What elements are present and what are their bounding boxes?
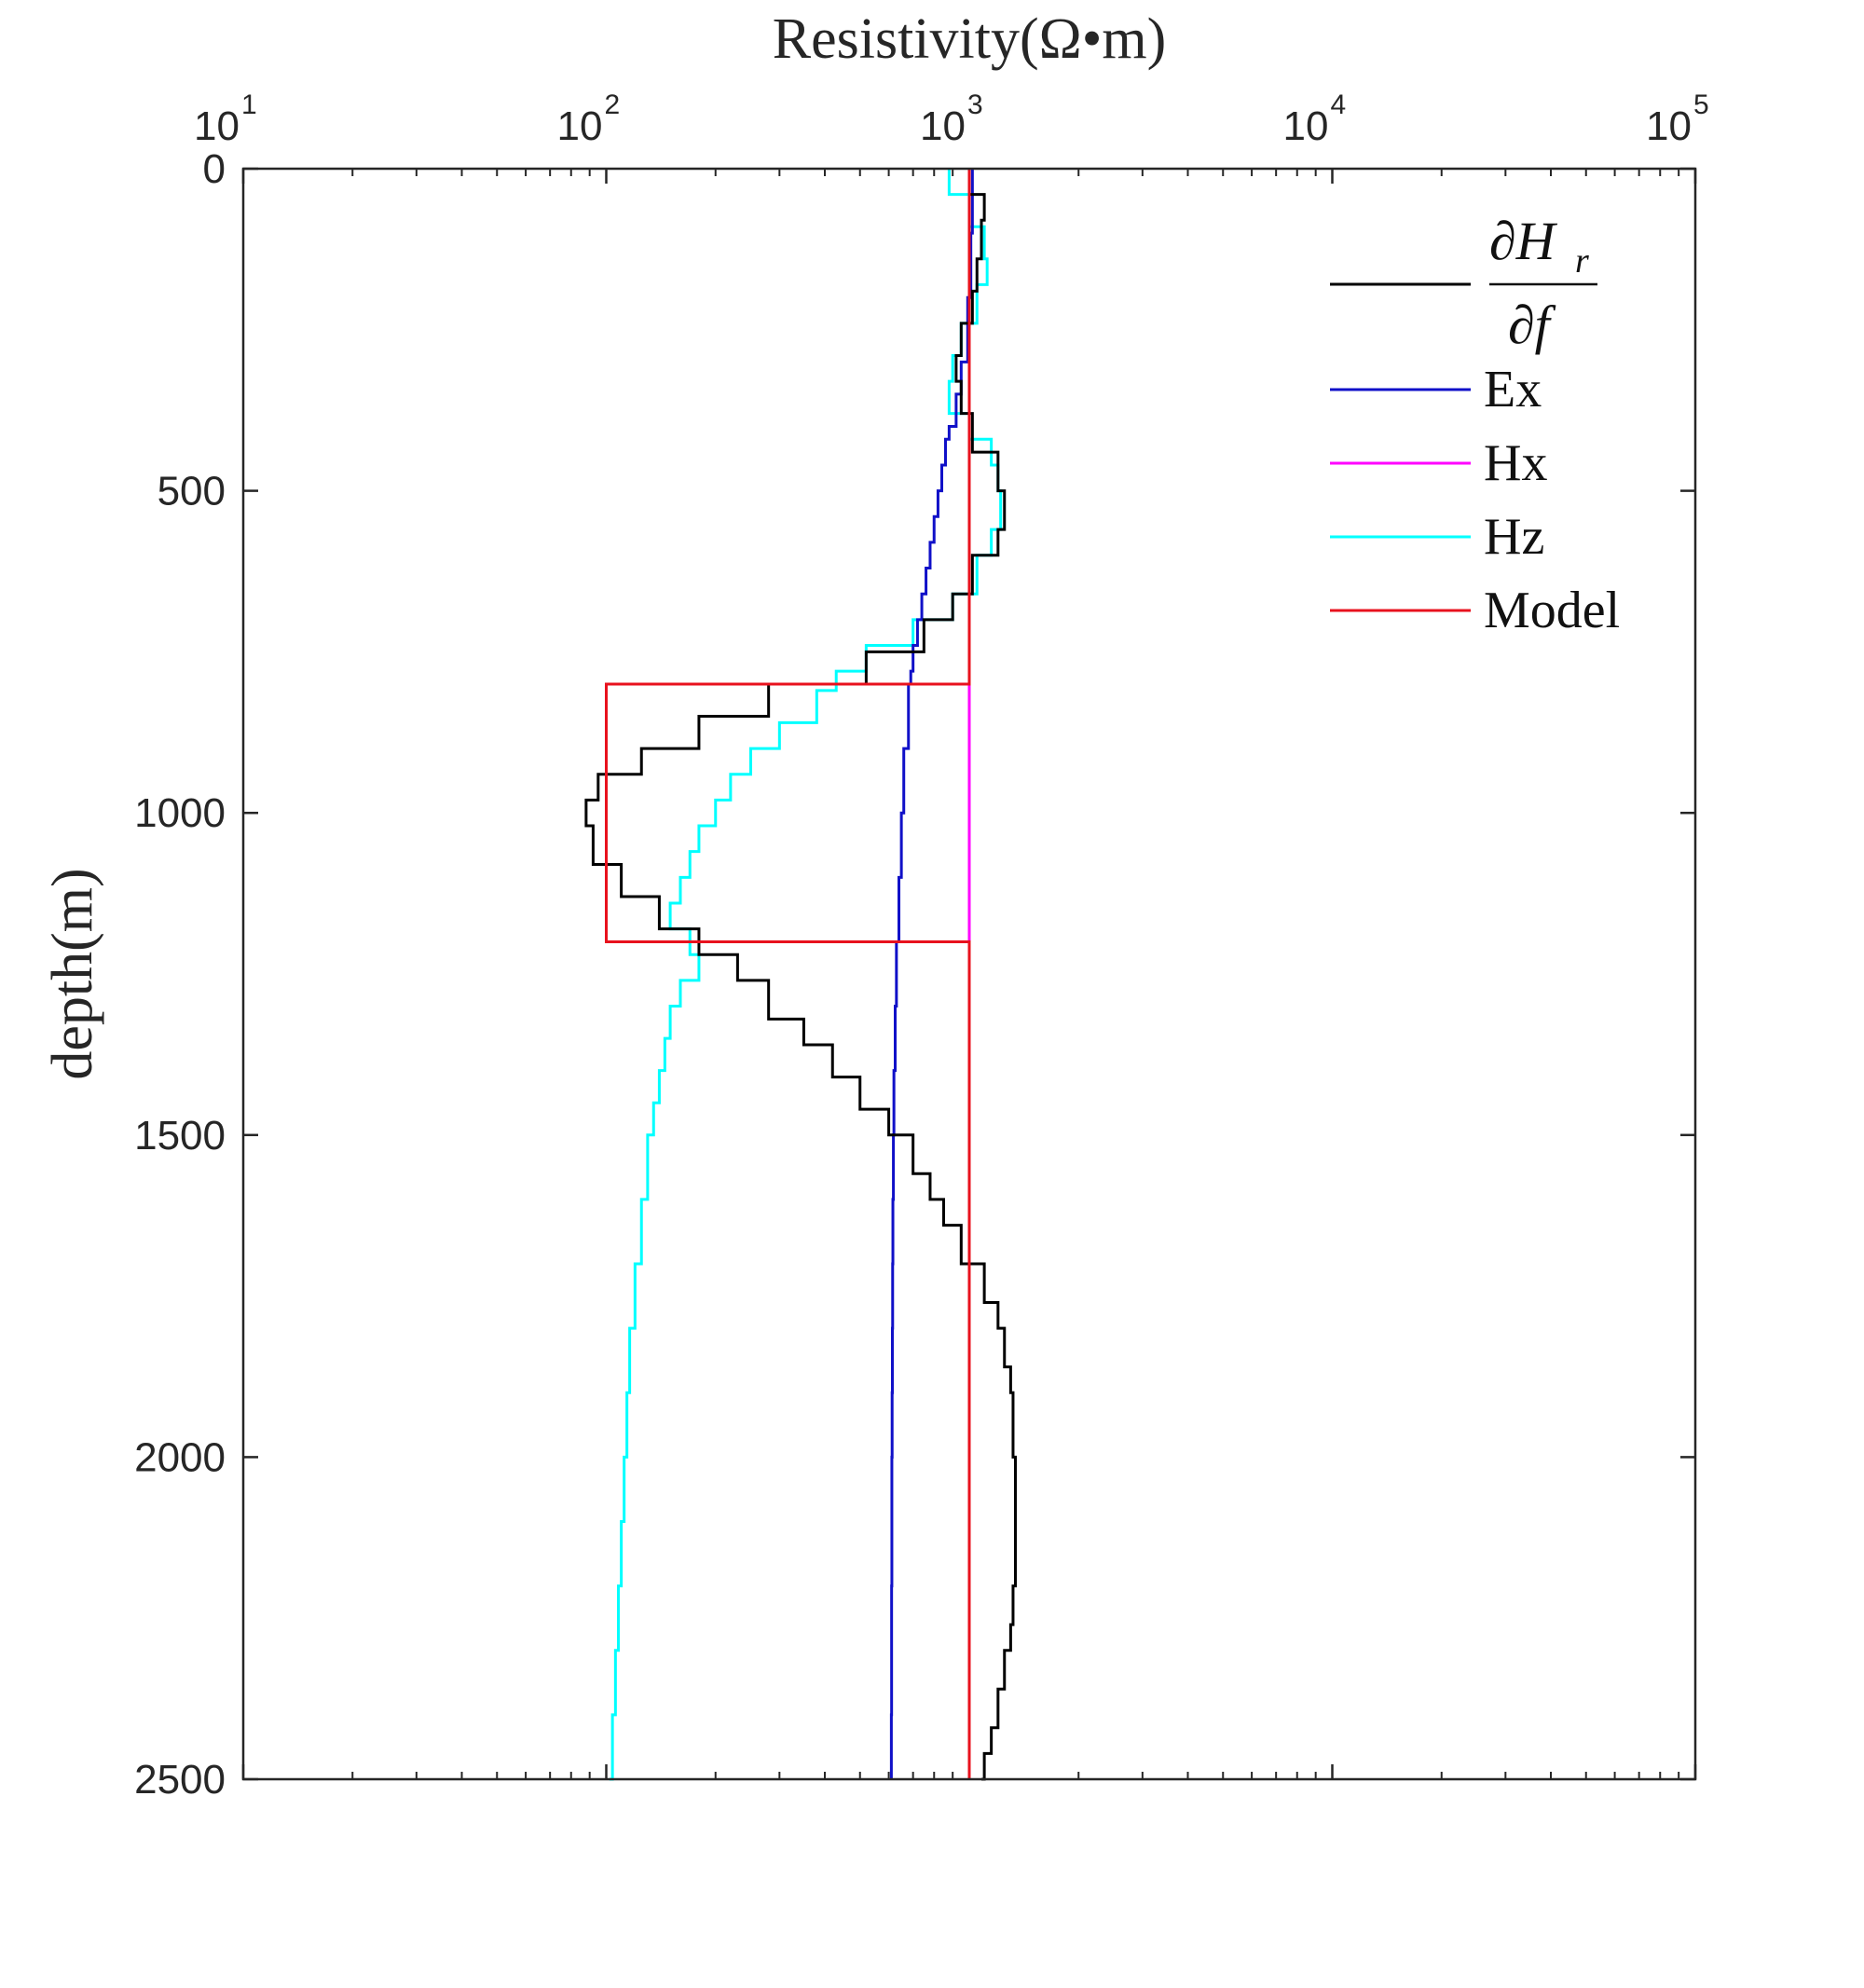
x-tick-base: 10 bbox=[920, 103, 966, 149]
x-tick-exponent: 3 bbox=[967, 89, 983, 120]
x-tick-label-4: 10 5 bbox=[1646, 89, 1709, 149]
x-tick-label-1: 10 2 bbox=[557, 89, 621, 149]
legend-label-hz: Hz bbox=[1484, 508, 1544, 566]
y-axis-ticks: 0 500 1000 1500 2000 2500 bbox=[134, 146, 1695, 1803]
x-tick-base: 10 bbox=[1646, 103, 1692, 149]
legend-dhr-df-subscript: r bbox=[1575, 241, 1589, 281]
legend-dhr-df-denominator: ∂f bbox=[1508, 295, 1556, 355]
x-axis-title: Resistivity(Ω•m) bbox=[773, 7, 1167, 71]
y-tick-label-3: 1500 bbox=[134, 1113, 226, 1159]
x-tick-base: 10 bbox=[194, 103, 240, 149]
legend-label-ex: Ex bbox=[1484, 361, 1542, 418]
y-tick-label-1: 500 bbox=[158, 469, 226, 514]
x-tick-label-0: 10 1 bbox=[194, 89, 257, 149]
series-model bbox=[605, 169, 971, 1779]
x-tick-exponent: 5 bbox=[1693, 89, 1709, 120]
legend-label-dhr-df: ∂H r ∂f bbox=[1489, 211, 1597, 355]
x-axis-ticks: 10 1 10 2 10 3 10 4 10 5 bbox=[194, 89, 1709, 1779]
x-tick-exponent: 1 bbox=[241, 89, 257, 120]
series-layer bbox=[584, 169, 1018, 1781]
y-tick-label-0: 0 bbox=[203, 146, 226, 192]
x-tick-exponent: 4 bbox=[1331, 89, 1347, 120]
x-tick-exponent: 2 bbox=[605, 89, 621, 120]
series-hz bbox=[609, 169, 1003, 1781]
y-tick-label-2: 1000 bbox=[134, 790, 226, 836]
x-tick-label-3: 10 4 bbox=[1283, 89, 1347, 149]
legend: ∂H r ∂f Ex Hx Hz Model bbox=[1330, 211, 1620, 639]
legend-label-hx: Hx bbox=[1484, 434, 1547, 492]
y-tick-label-4: 2000 bbox=[134, 1434, 226, 1480]
y-axis-title: depth(m) bbox=[41, 868, 104, 1079]
legend-dhr-df-numerator: ∂H bbox=[1489, 211, 1558, 271]
legend-label-model: Model bbox=[1484, 582, 1620, 639]
x-tick-base: 10 bbox=[1283, 103, 1329, 149]
x-tick-label-2: 10 3 bbox=[920, 89, 983, 149]
y-tick-label-5: 2500 bbox=[134, 1757, 226, 1803]
axes-frame bbox=[241, 167, 1697, 1781]
x-tick-base: 10 bbox=[557, 103, 603, 149]
x-minor-ticks bbox=[351, 169, 1680, 1779]
